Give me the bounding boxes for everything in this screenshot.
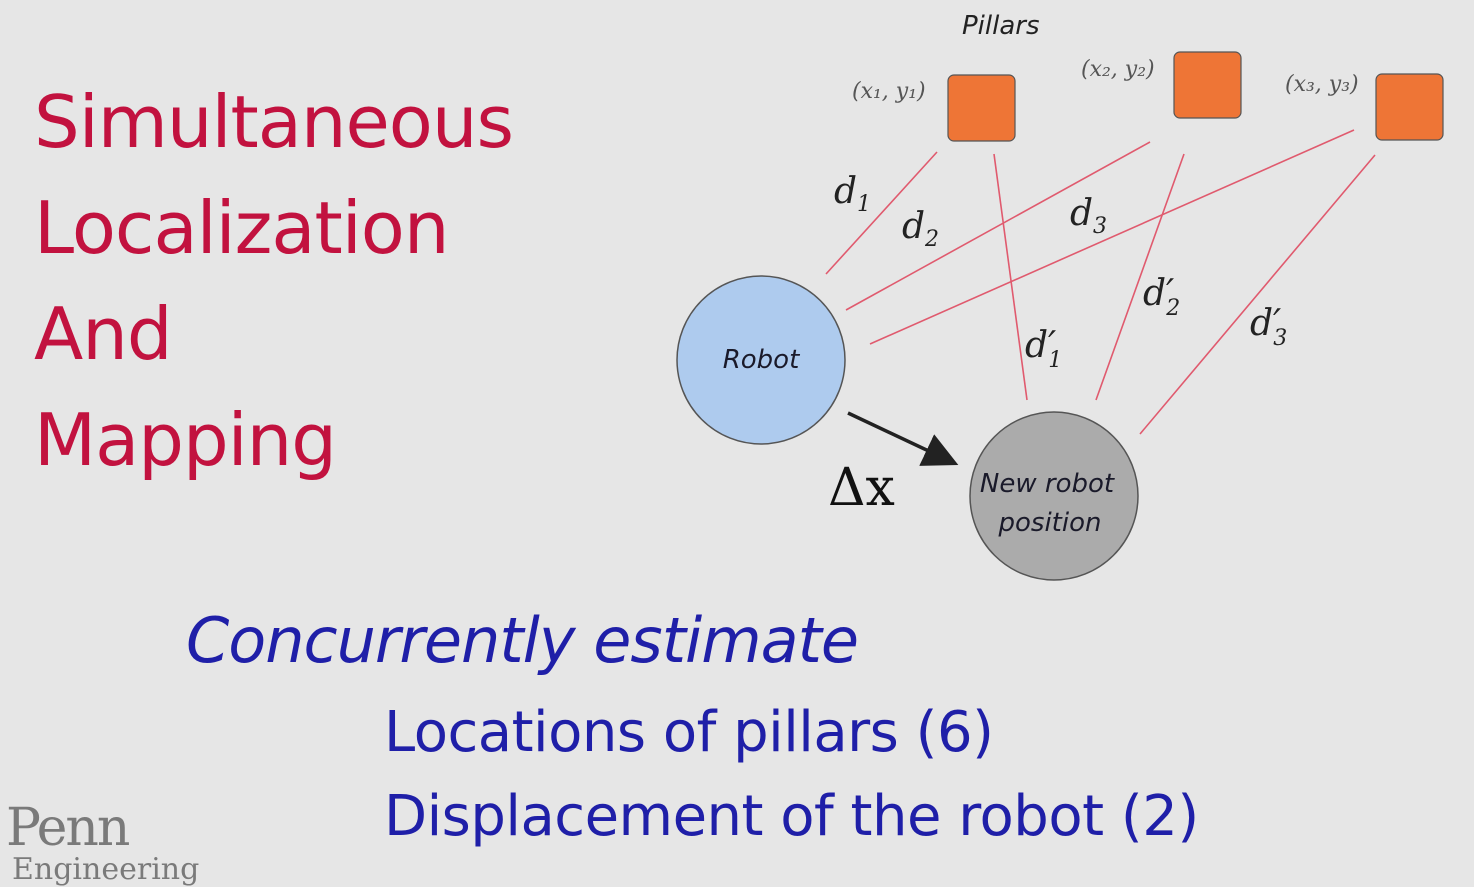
title-line-1: Simultaneous xyxy=(34,80,514,164)
penn-logo: Penn xyxy=(6,798,130,858)
penn-logo-sub: Engineering xyxy=(12,852,200,887)
title-line-3: And xyxy=(34,292,173,376)
new-robot-label-line2: position xyxy=(998,508,1102,538)
pillar-3 xyxy=(1375,73,1444,141)
subtitle: Concurrently estimate xyxy=(186,604,859,677)
distance-line-d2-prime xyxy=(1095,153,1185,401)
title-line-2: Localization xyxy=(34,186,449,270)
pillar-3-coord: (x₃, y₃) xyxy=(1285,72,1359,97)
label-d1-prime: d′1 xyxy=(1025,325,1062,373)
title-line-4: Mapping xyxy=(34,398,337,482)
label-d2: d2 xyxy=(902,206,939,252)
pillar-1-coord: (x₁, y₁) xyxy=(852,79,926,104)
distance-line-d1 xyxy=(825,151,938,275)
pillar-1 xyxy=(947,74,1016,142)
slam-diagram: Pillars (x₁, y₁) (x₂, y₂) (x₃, y₃) d1 d2… xyxy=(676,11,1444,581)
distance-line-d3 xyxy=(869,129,1355,345)
label-d2-prime: d′2 xyxy=(1143,273,1180,321)
pillar-2 xyxy=(1173,51,1242,119)
bullet-pillar-locations: Locations of pillars (6) xyxy=(384,700,994,765)
label-d3: d3 xyxy=(1070,193,1107,239)
distance-line-d3-prime xyxy=(1139,154,1376,435)
bullet-robot-displacement: Displacement of the robot (2) xyxy=(384,784,1199,849)
displacement-arrow xyxy=(847,411,959,466)
label-d1: d1 xyxy=(834,171,871,217)
label-d3-prime: d′3 xyxy=(1250,303,1287,351)
new-robot-label-line1: New robot xyxy=(980,469,1115,499)
new-robot-node xyxy=(969,411,1139,581)
distance-line-d1-prime xyxy=(993,153,1028,401)
robot-label: Robot xyxy=(723,345,800,375)
displacement-label: Δx xyxy=(828,458,895,518)
pillar-2-coord: (x₂, y₂) xyxy=(1081,57,1155,82)
pillars-heading: Pillars xyxy=(962,11,1040,41)
robot-node xyxy=(676,275,846,445)
distance-line-d2 xyxy=(845,141,1151,311)
